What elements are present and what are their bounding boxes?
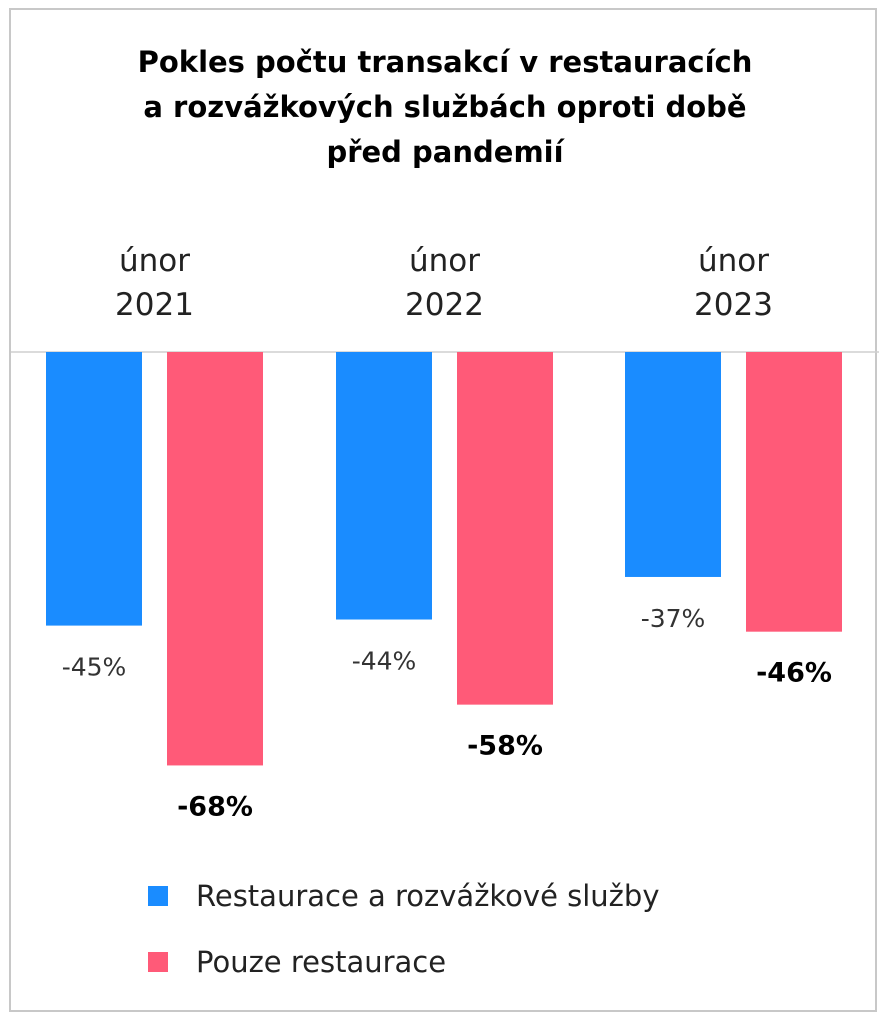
legend-swatch-delivery [148, 886, 168, 906]
x-tick-label: 2023 [694, 287, 773, 323]
x-tick-label: únor [119, 243, 190, 279]
data-label: -68% [177, 791, 253, 822]
chart-title: Pokles počtu transakcí v restauracích a … [0, 40, 890, 175]
data-label: -46% [756, 658, 832, 689]
legend-item-restaurants: Pouze restaurace [148, 942, 446, 982]
data-label: -44% [352, 647, 417, 676]
bar [336, 352, 432, 620]
legend-item-delivery: Restaurace a rozvážkové služby [148, 876, 659, 916]
legend-swatch-restaurants [148, 952, 168, 972]
data-label: -37% [641, 604, 706, 633]
bar [746, 352, 842, 632]
legend-label-restaurants: Pouze restaurace [196, 945, 447, 979]
bar [625, 352, 721, 577]
bar [46, 352, 142, 626]
chart-title-line: a rozvážkových službách oproti době [143, 90, 747, 124]
x-tick-label: únor [698, 243, 769, 279]
data-label: -45% [62, 653, 127, 682]
chart-title-line: Pokles počtu transakcí v restauracích [137, 45, 753, 79]
bar [167, 352, 263, 766]
x-tick-label: únor [409, 243, 480, 279]
legend-label-delivery: Restaurace a rozvážkové služby [196, 879, 660, 913]
bar [457, 352, 553, 705]
chart-title-line: před pandemií [326, 135, 564, 169]
chart-frame [9, 8, 877, 1012]
x-tick-label: 2022 [405, 287, 484, 323]
x-tick-label: 2021 [115, 287, 194, 323]
data-label: -58% [467, 731, 543, 762]
